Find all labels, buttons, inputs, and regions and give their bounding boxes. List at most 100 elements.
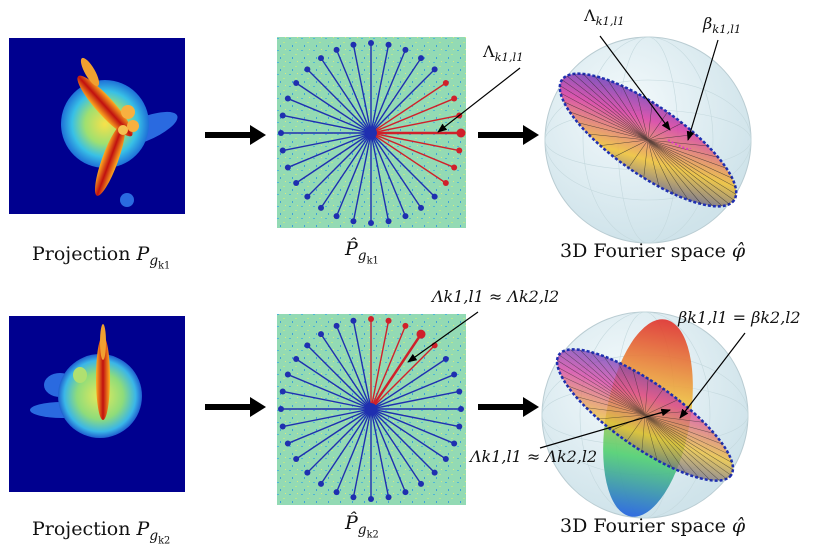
slice-spoke: [579, 349, 646, 416]
slice-spoke: [647, 139, 737, 195]
slice-spoke: [603, 356, 646, 416]
space-caption-2: 3D Fourier space φ̂: [560, 515, 746, 537]
fourier-ray: [370, 132, 407, 217]
fourier-ray: [370, 114, 460, 134]
fourier-ray-endpoint: [385, 218, 392, 225]
fourier-ray: [282, 114, 372, 134]
fourier-ray: [370, 408, 460, 428]
slice-spoke: [577, 122, 649, 141]
fourier-ray: [370, 344, 436, 410]
fourier-ray: [370, 408, 422, 485]
fourier-ray-endpoint: [293, 355, 300, 362]
slice-spoke: [647, 139, 689, 201]
fourier-ray-endpoint: [293, 79, 300, 86]
fourier-ray-endpoint: [385, 41, 392, 48]
slice-spoke: [647, 139, 719, 158]
slice-spoke: [586, 407, 646, 416]
slice-spoke: [573, 73, 649, 141]
slice-spoke: [644, 414, 732, 476]
fourier-ray-endpoint: [431, 193, 438, 200]
slice-spoke: [644, 388, 664, 416]
fourier-ray-endpoint: [442, 79, 449, 86]
fourier-ray-endpoint: [442, 355, 449, 362]
fourier-ray-endpoint: [278, 406, 284, 412]
slice-spoke: [583, 73, 649, 141]
fourier-ray: [306, 408, 372, 474]
fourier-ray: [352, 44, 372, 134]
slice-spoke: [644, 414, 700, 479]
slice-spoke: [556, 360, 646, 416]
fourier-ray: [287, 97, 372, 134]
projection-image-2: [9, 316, 185, 492]
slice-spoke: [575, 396, 646, 416]
fourier-ray-endpoint: [402, 46, 409, 53]
fourier-ray: [370, 97, 455, 134]
fourier-center: [365, 127, 377, 139]
slice-spoke: [644, 414, 733, 463]
fourier-ray: [370, 408, 407, 493]
fourier-ray-endpoint: [284, 371, 291, 378]
fourier-ray: [352, 408, 372, 498]
slice-spoke: [560, 92, 649, 141]
fourier-ray: [370, 68, 436, 134]
fourier-ray: [295, 132, 372, 184]
fourier-ray-endpoint: [451, 371, 458, 378]
projection-caption-1: Projection Pgk1: [32, 243, 171, 272]
slice-spoke: [566, 75, 649, 141]
fourier-ray-endpoint: [456, 388, 463, 395]
fourier-ray-endpoint: [431, 66, 438, 73]
fourier-ray: [370, 390, 460, 410]
fourier-ray-endpoint: [418, 55, 425, 62]
projection-image-1: [9, 38, 185, 214]
slice-spoke: [644, 414, 658, 461]
projection-caption-2: Projection Pgk2: [32, 518, 171, 547]
label-approx-top: Λk1,l1 ≈ Λk2,l2: [432, 287, 560, 306]
fourier-ray-endpoint: [350, 218, 357, 225]
fourier-rays-1: [278, 40, 466, 226]
slice-spoke: [641, 414, 646, 452]
fourier-ray-endpoint: [317, 204, 324, 211]
fourier-ray: [370, 132, 390, 222]
fourier-ray: [370, 325, 407, 410]
fourier-ray-endpoint: [451, 164, 458, 171]
label-lambda-slice-1: Λk1,l1: [584, 6, 625, 29]
slice-spoke: [644, 414, 720, 481]
fourier-ray-endpoint: [293, 180, 300, 187]
fourier-caption-2: P̂gk2: [345, 512, 379, 541]
arrow-projection-to-fourier-2: [205, 397, 266, 417]
fourier-ray-endpoint: [317, 480, 324, 487]
fourier-ray: [352, 132, 372, 222]
slice-spoke: [647, 139, 675, 195]
fourier-ray-endpoint: [368, 316, 374, 322]
slice-spoke: [644, 399, 679, 416]
slice-spoke: [617, 362, 646, 416]
slice-spoke: [561, 79, 649, 141]
arrow-fourier-to-space-2: [478, 397, 539, 417]
fourier-ray-endpoint: [368, 496, 374, 502]
slice-spoke: [647, 139, 733, 179]
fourier-ray: [370, 132, 422, 209]
slice-spoke: [644, 378, 649, 416]
fourier-caption-1: P̂gk1: [345, 238, 379, 267]
slice-spoke: [644, 414, 723, 445]
fourier-ray: [287, 132, 372, 169]
fourier-ray: [306, 132, 372, 198]
fourier-ray-endpoint: [304, 66, 311, 73]
fourier-ray: [352, 320, 372, 410]
fourier-ray: [295, 358, 372, 410]
fourier-ray-endpoint: [456, 128, 466, 138]
slice-spoke: [607, 79, 649, 141]
slice-spoke: [647, 139, 736, 188]
slice-spoke: [647, 139, 713, 207]
slice-spoke: [644, 414, 715, 434]
fourier-ray-endpoint: [456, 423, 463, 430]
fourier-ray: [287, 373, 372, 410]
label-beta-1: βk1,l1: [703, 14, 742, 37]
slice-spoke: [594, 75, 649, 141]
slice-spoke: [647, 102, 653, 141]
slice-spoke: [647, 112, 668, 141]
fourier-ray-endpoint: [304, 469, 311, 476]
slice-spoke: [647, 122, 683, 141]
fourier-ray: [295, 408, 372, 460]
fourier-ray-endpoint: [451, 95, 458, 102]
